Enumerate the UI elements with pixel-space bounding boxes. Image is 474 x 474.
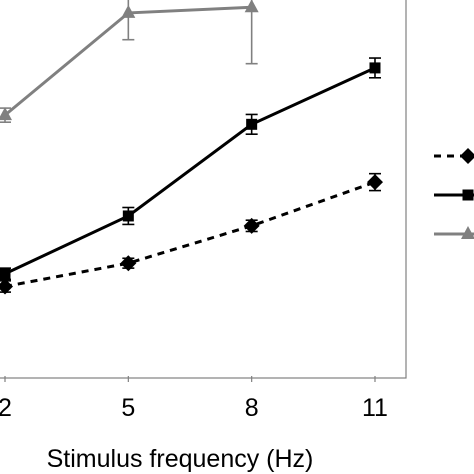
legend-item-3 — [434, 226, 474, 239]
x-tick-label: 5 — [121, 394, 135, 422]
x-tick-label: 2 — [0, 394, 12, 422]
x-tick-label: 8 — [245, 394, 259, 422]
x-tick-labels: 2 5 8 11 — [0, 394, 388, 422]
square-marker — [246, 118, 258, 130]
legend-item-1 — [434, 148, 474, 164]
series-layer — [0, 0, 383, 295]
diamond-marker — [460, 148, 474, 164]
triangle-marker — [121, 4, 136, 18]
square-marker — [122, 210, 134, 222]
x-tick-label: 11 — [362, 394, 388, 422]
legend — [434, 148, 474, 239]
triangle-marker — [244, 0, 259, 13]
diamond-marker — [366, 174, 383, 191]
legend-item-2 — [434, 189, 474, 201]
series-1 — [0, 172, 383, 295]
triangle-marker — [461, 226, 474, 239]
series-3 — [0, 0, 259, 123]
triangle-marker — [0, 107, 12, 121]
square-marker — [462, 189, 474, 201]
diamond-marker — [243, 217, 260, 234]
x-axis-label: Stimulus frequency (Hz) — [47, 445, 314, 473]
square-marker — [369, 62, 381, 74]
diamond-marker — [0, 278, 13, 295]
plot-area-border — [0, 0, 407, 379]
diamond-marker — [120, 255, 137, 272]
x-axis-ticks — [4, 376, 376, 382]
series-line — [4, 66, 376, 276]
series-2 — [0, 57, 381, 281]
square-marker — [0, 268, 11, 280]
